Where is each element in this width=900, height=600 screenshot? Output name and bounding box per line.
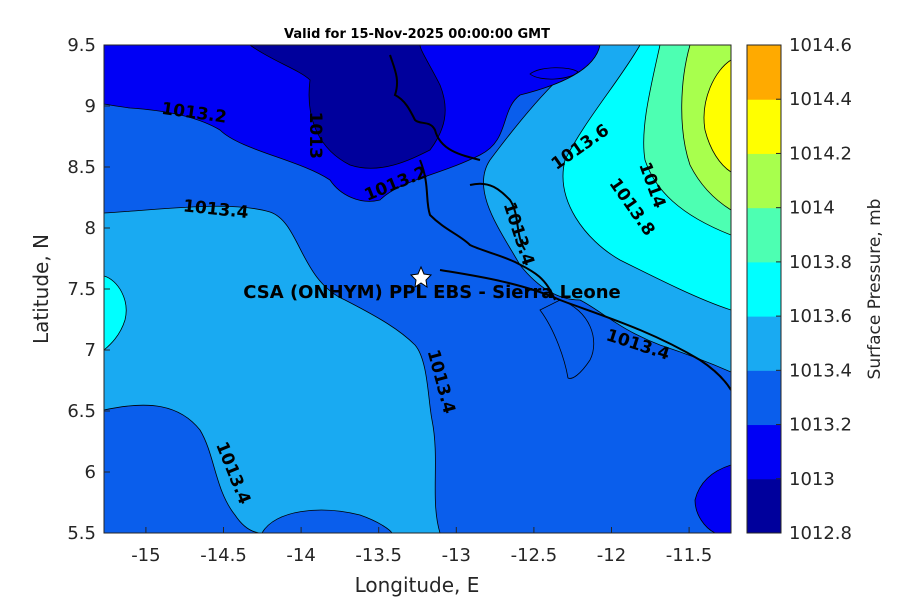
colorbar-swatch bbox=[747, 478, 781, 534]
x-tick-label: -13 bbox=[442, 545, 471, 566]
colorbar: 1012.8 1013 1013.2 1013.4 1013.6 1013.8 1014 10… bbox=[746, 35, 852, 544]
x-tick-label: -11.5 bbox=[666, 545, 713, 566]
colorbar-tick-label: 1013.4 bbox=[789, 360, 852, 381]
contour-fill-1013.2-southmid bbox=[261, 509, 393, 533]
contour-fill-1013.6-west bbox=[104, 275, 127, 351]
colorbar-tick-label: 1013.6 bbox=[789, 306, 852, 327]
x-tick-label: -14.5 bbox=[200, 545, 247, 566]
y-tick-label: 5.5 bbox=[67, 523, 96, 544]
contour-fill-1014.2 bbox=[703, 59, 731, 173]
site-label: CSA (ONHYM) PPL EBS - Sierra Leone bbox=[243, 282, 620, 303]
contour-label: 1013 bbox=[305, 112, 325, 159]
colorbar-swatch bbox=[747, 153, 781, 209]
colorbar-tick-label: 1012.8 bbox=[789, 523, 852, 544]
colorbar-tick-label: 1014.6 bbox=[789, 35, 852, 56]
site-star-icon bbox=[409, 265, 433, 289]
y-axis: 5.5 6 6.5 7 7.5 8 8.5 9 9.5 bbox=[67, 35, 110, 544]
contour-fill-1013-southeast bbox=[694, 464, 731, 533]
colorbar-swatch bbox=[747, 99, 781, 154]
colorbar-tick-label: 1014.4 bbox=[789, 89, 852, 110]
colorbar-swatch bbox=[747, 45, 781, 100]
colorbar-swatch bbox=[747, 207, 781, 263]
contour-fill-1013.2-east-pocket bbox=[539, 299, 595, 379]
x-tick-label: -12.5 bbox=[511, 545, 558, 566]
y-tick-label: 7 bbox=[85, 340, 96, 361]
y-tick-label: 6.5 bbox=[67, 401, 96, 422]
colorbar-swatch bbox=[747, 261, 781, 317]
y-tick-label: 6 bbox=[85, 462, 96, 483]
map-area bbox=[104, 45, 731, 533]
x-tick-label: -12 bbox=[597, 545, 626, 566]
y-tick-label: 9 bbox=[85, 96, 96, 117]
y-tick-label: 7.5 bbox=[67, 279, 96, 300]
x-tick-label: -15 bbox=[131, 545, 160, 566]
colorbar-tick-label: 1014 bbox=[789, 198, 835, 219]
colorbar-swatch bbox=[747, 424, 781, 480]
plot-title: Valid for 15-Nov-2025 00:00:00 GMT bbox=[284, 27, 550, 42]
colorbar-tick-label: 1014.2 bbox=[789, 143, 852, 164]
x-tick-label: -13.5 bbox=[355, 545, 402, 566]
y-tick-label: 8.5 bbox=[67, 157, 96, 178]
contour-fill-1013.2-south bbox=[104, 404, 263, 533]
y-tick-label: 8 bbox=[85, 218, 96, 239]
y-axis-label: Latitude, N bbox=[29, 234, 53, 344]
colorbar-title: Surface Pressure, mb bbox=[865, 199, 885, 380]
x-axis: -15 -14.5 -14 -13.5 -13 -12.5 -12 -11.5 bbox=[131, 527, 712, 566]
x-tick-label: -14 bbox=[286, 545, 315, 566]
x-axis-label: Longitude, E bbox=[355, 573, 480, 597]
colorbar-tick-label: 1013.2 bbox=[789, 415, 852, 436]
colorbar-swatch bbox=[747, 370, 781, 426]
colorbar-swatch bbox=[747, 316, 781, 371]
colorbar-tick-label: 1013 bbox=[789, 469, 835, 490]
colorbar-tick-label: 1013.8 bbox=[789, 252, 852, 273]
contour-fill-1013-pocket bbox=[529, 67, 579, 80]
colorbar-frame bbox=[746, 44, 782, 534]
y-tick-label: 9.5 bbox=[67, 35, 96, 56]
coastline-traces bbox=[389, 54, 731, 391]
